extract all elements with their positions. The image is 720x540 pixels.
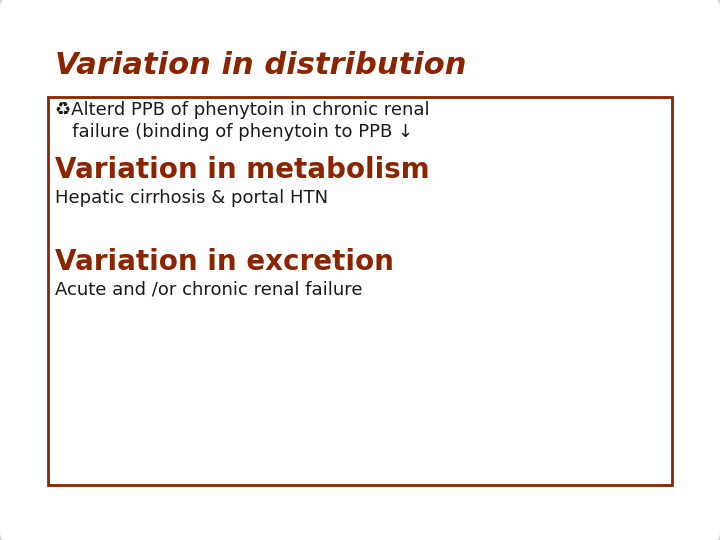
Text: failure (binding of phenytoin to PPB ↓: failure (binding of phenytoin to PPB ↓ [55,123,413,141]
Text: Acute and /or chronic renal failure: Acute and /or chronic renal failure [55,281,362,299]
Text: Variation in excretion: Variation in excretion [55,248,394,276]
Text: Variation in metabolism: Variation in metabolism [55,156,430,184]
Text: ♻Alterd PPB of phenytoin in chronic renal: ♻Alterd PPB of phenytoin in chronic rena… [55,101,430,119]
Text: Variation in distribution: Variation in distribution [55,51,467,79]
Text: Hepatic cirrhosis & portal HTN: Hepatic cirrhosis & portal HTN [55,189,328,207]
FancyBboxPatch shape [48,97,672,485]
